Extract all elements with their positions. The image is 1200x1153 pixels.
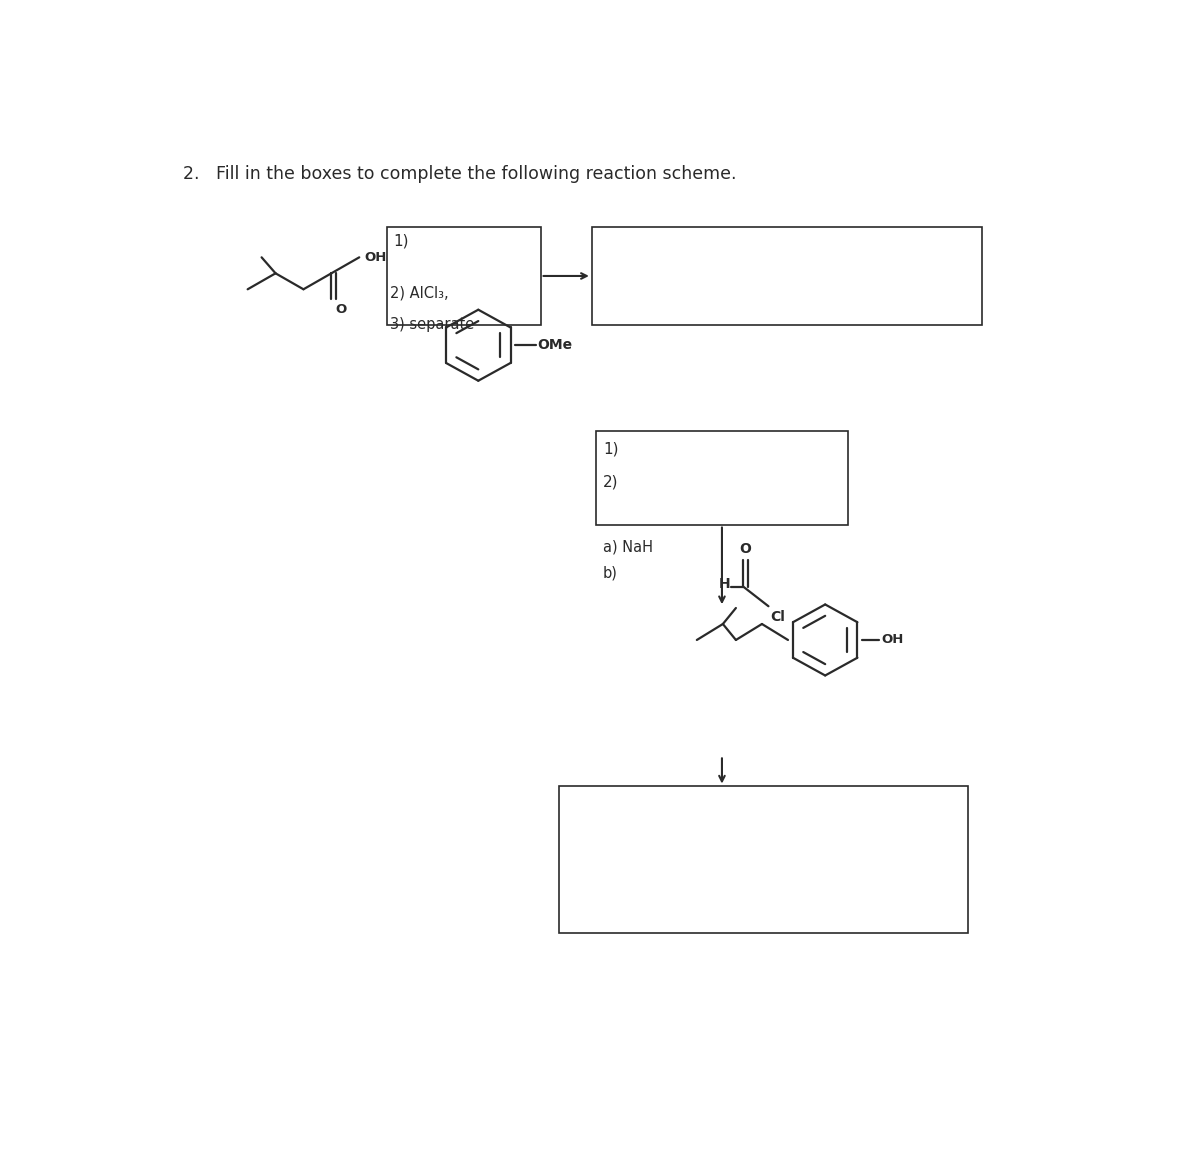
- Text: O: O: [335, 303, 347, 316]
- Bar: [559, 786, 968, 933]
- Bar: [596, 431, 847, 525]
- Text: Cl: Cl: [770, 610, 785, 624]
- Text: O: O: [739, 542, 751, 556]
- Text: 1): 1): [394, 233, 409, 248]
- Text: b): b): [602, 566, 618, 581]
- Text: 2.   Fill in the boxes to complete the following reaction scheme.: 2. Fill in the boxes to complete the fol…: [182, 165, 736, 183]
- Text: 1): 1): [602, 442, 618, 457]
- Text: OH: OH: [364, 251, 386, 264]
- Text: a) NaH: a) NaH: [602, 540, 653, 555]
- Text: OH: OH: [881, 633, 904, 647]
- Text: OMe: OMe: [536, 338, 572, 352]
- Text: 3) separate: 3) separate: [390, 317, 474, 332]
- Text: H: H: [719, 576, 731, 591]
- Bar: [592, 227, 983, 325]
- Text: 2) AlCl₃,: 2) AlCl₃,: [390, 285, 449, 300]
- Bar: [388, 227, 541, 325]
- Text: 2): 2): [602, 475, 618, 490]
